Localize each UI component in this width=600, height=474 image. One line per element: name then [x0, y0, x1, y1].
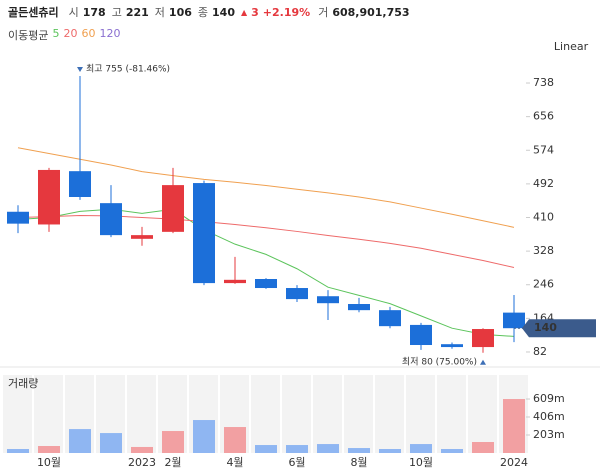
- volume-bar: [7, 449, 29, 453]
- volume-column-bg: [344, 375, 373, 453]
- candle-body: [410, 324, 432, 346]
- x-tick-label: 8월: [350, 456, 367, 469]
- last-price-box: [522, 319, 596, 338]
- candle-body: [100, 203, 122, 236]
- min-marker: [480, 359, 486, 365]
- y-tick-label: 738: [533, 76, 554, 89]
- field-label: 저: [154, 6, 165, 19]
- ma-legend-item: 5: [52, 27, 60, 40]
- field-label: 시: [68, 6, 79, 19]
- y-tick-label: 656: [533, 110, 554, 123]
- x-tick-label: 2023: [128, 456, 156, 469]
- candle-body: [255, 279, 277, 289]
- max-label: 최고 755 (-81.46%): [86, 64, 170, 75]
- candle-body: [379, 310, 401, 327]
- change: 3: [251, 5, 259, 19]
- candle-body: [162, 185, 184, 232]
- volume-bar: [503, 399, 525, 453]
- ma-legend-item: 60: [81, 27, 96, 40]
- up-arrow: ▲: [240, 7, 248, 17]
- volume-bar: [69, 429, 91, 453]
- x-tick-label: 10월: [37, 456, 61, 469]
- volume-value: 608,901,753: [332, 5, 410, 19]
- ma-line: [17, 214, 515, 269]
- volume-bar: [472, 442, 494, 453]
- volume-bar: [162, 431, 184, 453]
- volume-bar: [317, 444, 339, 453]
- candle-body: [193, 183, 215, 284]
- volume-bar: [410, 444, 432, 453]
- y-tick-label: 246: [533, 278, 554, 291]
- ma-title: 이동평균: [8, 29, 49, 42]
- x-tick-label: 2월: [164, 456, 181, 469]
- volume-tick-label: 203m: [533, 428, 565, 441]
- volume-label: 거: [318, 6, 329, 19]
- x-tick-label: 10월: [409, 456, 433, 469]
- volume-column-bg: [251, 375, 280, 453]
- volume-column-bg: [406, 375, 435, 453]
- field-value: 140: [212, 5, 235, 19]
- candle-body: [441, 344, 463, 348]
- volume-bar: [131, 446, 153, 453]
- candle-body: [317, 296, 339, 304]
- volume-column-bg: [375, 375, 404, 453]
- volume-title: 거래량: [8, 377, 38, 390]
- field-value: 178: [82, 5, 106, 19]
- ma-legend-item: 20: [63, 27, 78, 40]
- candle-body: [503, 312, 525, 329]
- volume-bar: [255, 445, 277, 453]
- ma-legend-item: 120: [99, 27, 121, 40]
- max-marker: [77, 67, 83, 73]
- volume-column-bg: [282, 375, 311, 453]
- candle-body: [472, 329, 494, 348]
- volume-bar: [224, 427, 246, 453]
- volume-bar: [348, 448, 370, 453]
- candle-body: [7, 211, 29, 224]
- x-tick-label: 2024: [500, 456, 528, 469]
- y-tick-label: 82: [533, 345, 547, 358]
- volume-bar: [100, 433, 122, 453]
- volume-column-bg: [127, 375, 156, 453]
- volume-column-bg: [468, 375, 497, 453]
- y-tick-label: 492: [533, 177, 554, 190]
- volume-column-bg: [313, 375, 342, 453]
- ma-line: [17, 208, 515, 337]
- field-value: 221: [125, 5, 149, 19]
- volume-tick-label: 609m: [533, 392, 565, 405]
- y-tick-label: 410: [533, 211, 554, 224]
- ma-legend: 이동평균 5 20 60 120: [8, 27, 120, 43]
- candle-body: [69, 171, 91, 197]
- candle-body: [131, 235, 153, 239]
- candle-body: [38, 169, 60, 225]
- field-value: 106: [168, 5, 192, 19]
- field-label: 종: [197, 6, 209, 19]
- volume-column-bg: [3, 375, 32, 453]
- volume-bar: [379, 449, 401, 453]
- field-label: 고: [111, 6, 122, 19]
- candle-body: [348, 304, 370, 311]
- scale-mode[interactable]: Linear: [554, 40, 589, 53]
- y-tick-label: 328: [533, 244, 554, 257]
- y-tick-label: 574: [533, 143, 554, 156]
- min-label: 최저 80 (75.00%): [402, 356, 477, 367]
- volume-tick-label: 406m: [533, 410, 565, 423]
- stock-name: 골든센츄리: [8, 6, 59, 19]
- x-tick-label: 6월: [288, 456, 305, 469]
- candle-body: [224, 279, 246, 284]
- volume-column-bg: [34, 375, 63, 453]
- volume-bar: [193, 420, 215, 453]
- last-price: 140: [534, 321, 557, 334]
- ma-line: [17, 147, 515, 228]
- quote-header: 골든센츄리 시 178 고 221 저 106 종 140 ▲ 3 +2.19% 거 608,901,7…: [8, 4, 412, 20]
- volume-bar: [441, 449, 463, 453]
- candle-body: [286, 288, 308, 300]
- volume-column-bg: [437, 375, 466, 453]
- x-tick-label: 4월: [226, 456, 243, 469]
- volume-bar: [286, 445, 308, 453]
- change-pct: +2.19%: [262, 5, 311, 19]
- volume-bar: [38, 445, 60, 453]
